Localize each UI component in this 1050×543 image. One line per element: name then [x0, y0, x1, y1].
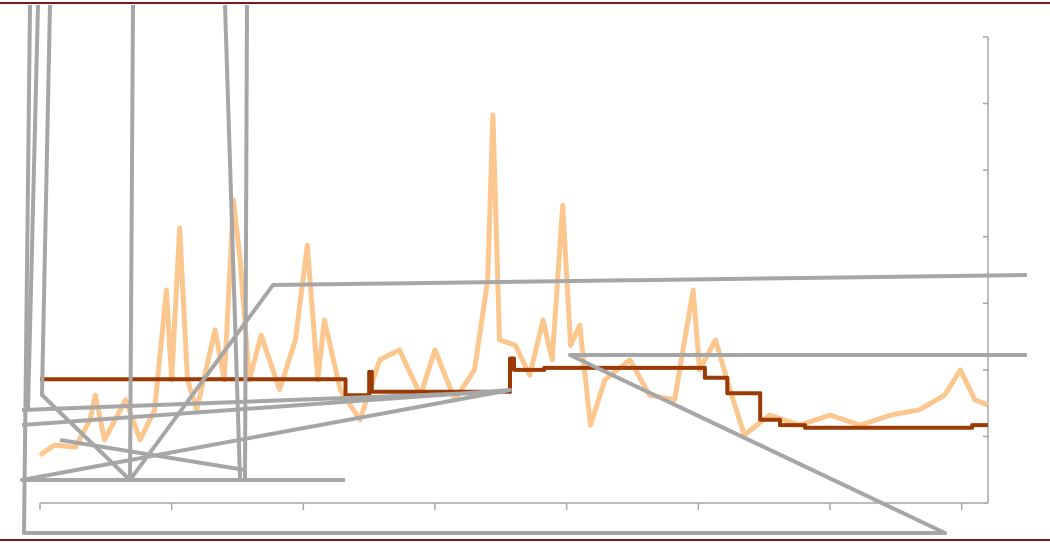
leader-line: [59, 438, 246, 472]
leader-line: [21, 390, 506, 412]
leader-line: [40, 4, 132, 482]
leader-line: [243, 4, 249, 479]
leader-line: [20, 388, 512, 482]
leader-line: [128, 4, 1028, 482]
leader-line: [223, 4, 242, 479]
leader-line: [26, 4, 40, 411]
leader-line: [22, 4, 1027, 535]
series-line: [40, 356, 988, 430]
leader-lines: [20, 4, 1028, 535]
